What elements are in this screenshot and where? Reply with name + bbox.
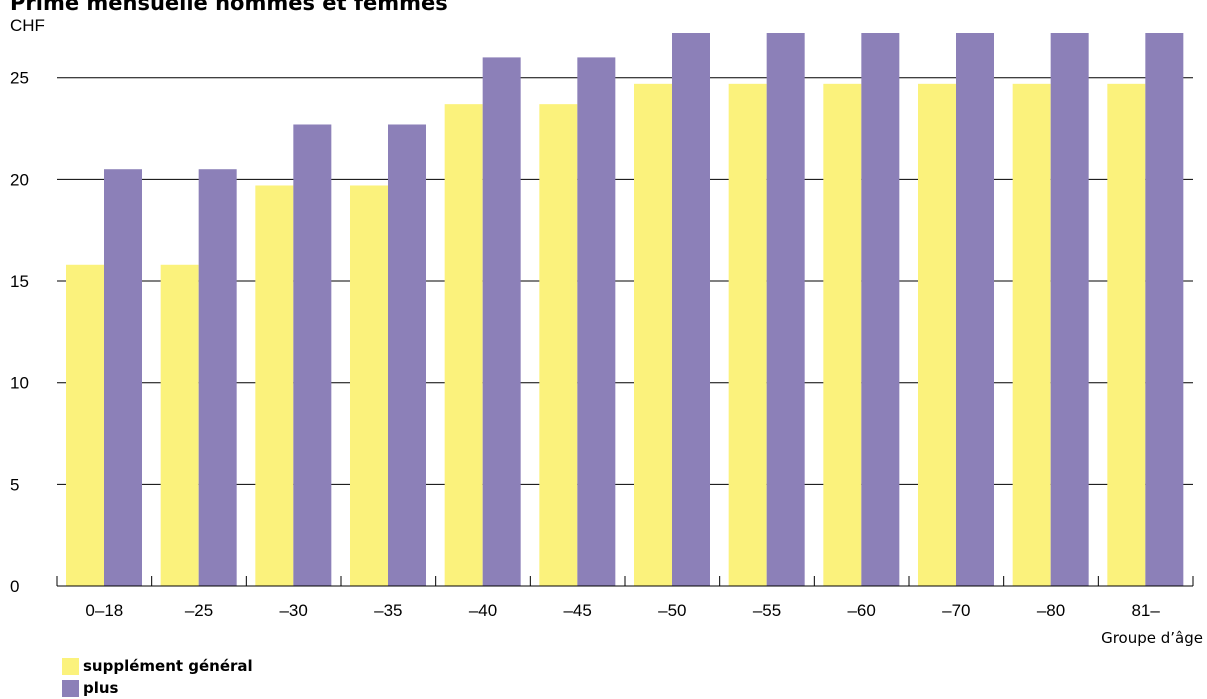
bars (66, 33, 1184, 587)
x-tick-label: –60 (847, 601, 875, 620)
y-tick-label: 25 (10, 69, 29, 88)
x-tick-label: –25 (185, 601, 213, 620)
x-tick-label: –40 (469, 601, 497, 620)
x-tick-label: –50 (658, 601, 686, 620)
bar-supplement-general (1012, 83, 1051, 586)
bar-supplement-general (539, 104, 578, 587)
gridlines (57, 77, 1193, 485)
bar-supplement-general (66, 264, 104, 586)
bar-plus (577, 57, 616, 587)
bar-supplement-general (350, 185, 388, 586)
x-tick-label: –35 (374, 601, 402, 620)
y-tick-label: 10 (10, 374, 29, 393)
x-tick-label: –30 (279, 601, 307, 620)
y-axis-tick-labels: 0 5 10 15 20 25 (10, 69, 29, 596)
y-tick-label: 20 (10, 170, 29, 189)
x-tick-label: –55 (753, 601, 781, 620)
legend-label-supplement-general: supplément général (83, 657, 253, 675)
bar-plus (1145, 33, 1184, 586)
x-axis-title: Groupe d’âge (1101, 629, 1203, 647)
bar-plus (766, 33, 805, 586)
bar-plus (293, 124, 332, 587)
bar-supplement-general (728, 83, 767, 586)
bar-chart: 0 5 10 15 20 25 0–18 –25 –30 –35 –40 –45 –50 –55 –60 –… (10, 33, 1203, 647)
y-tick-label: 15 (10, 272, 29, 291)
x-tick-label: 0–18 (85, 601, 123, 620)
y-axis-unit-label: CHF (10, 16, 45, 35)
x-axis-tick-labels: 0–18 –25 –30 –35 –40 –45 –50 –55 –60 –70 –80 81– (85, 601, 1160, 620)
bar-plus (388, 124, 426, 587)
y-tick-label: 0 (10, 577, 19, 596)
bar-plus (956, 33, 994, 586)
x-tick-label: –45 (563, 601, 591, 620)
bar-supplement-general (823, 83, 862, 586)
bar-supplement-general (918, 83, 956, 586)
legend-item-supplement-general: supplément général (62, 655, 253, 677)
bar-plus (482, 57, 521, 587)
bar-plus (1050, 33, 1089, 586)
bar-plus (861, 33, 900, 586)
x-tick-label: –70 (942, 601, 970, 620)
chart-title: Prime mensuelle hommes et femmes (10, 0, 448, 15)
legend-item-plus: plus (62, 677, 253, 699)
y-tick-label: 5 (10, 475, 19, 494)
bar-plus (104, 169, 142, 586)
bar-plus (672, 33, 710, 586)
bar-supplement-general (444, 104, 483, 587)
legend-swatch-supplement-general (62, 657, 79, 675)
bar-plus (198, 169, 237, 586)
x-axis (56, 576, 1194, 587)
x-tick-label: –80 (1037, 601, 1065, 620)
bar-supplement-general (634, 83, 672, 586)
bar-supplement-general (255, 185, 294, 586)
legend-swatch-plus (62, 679, 79, 697)
bar-supplement-general (1107, 83, 1146, 586)
legend-label-plus: plus (83, 679, 119, 697)
legend: supplément général plus (62, 655, 253, 699)
x-tick-label: 81– (1131, 601, 1160, 620)
bar-supplement-general (160, 264, 199, 586)
